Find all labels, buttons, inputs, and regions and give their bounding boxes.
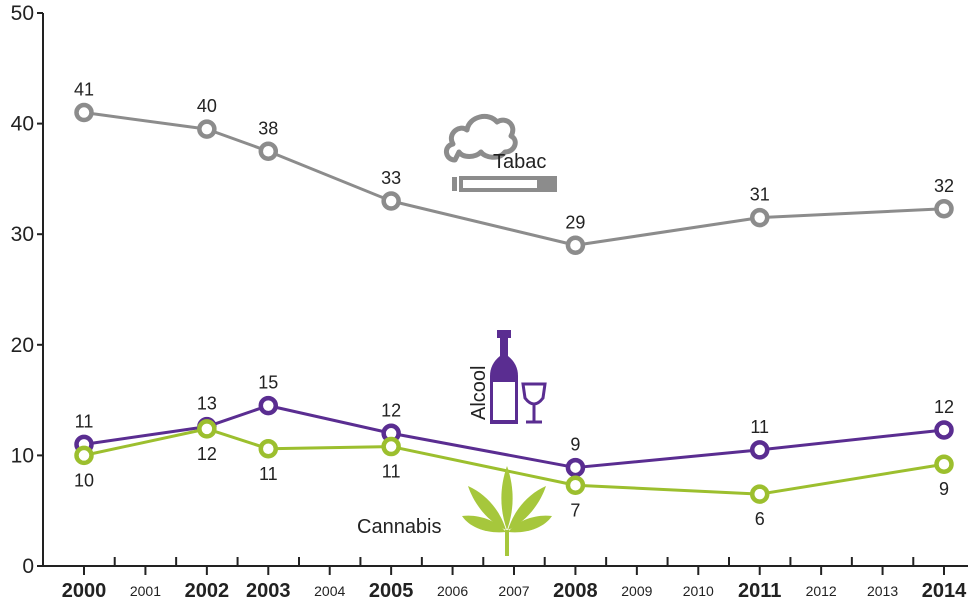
data-point-cannabis xyxy=(749,484,770,504)
data-label-tabac: 38 xyxy=(258,118,278,138)
axes: 0 10 20 30 40 50 2000 2001 2002 2003 2004 2005 2006 2… xyxy=(11,2,968,602)
cigarette-icon xyxy=(444,113,557,192)
data-labels: 41 40 38 33 29 31 32 11 13 15 12 9 11 12 10 12 11 11 7 6 9 xyxy=(74,80,954,530)
data-point-alcool xyxy=(934,420,954,440)
data-label-alcool: 12 xyxy=(381,400,401,420)
data-label-cannabis: 7 xyxy=(570,500,580,520)
data-label-alcool: 15 xyxy=(258,373,278,393)
data-point-alcool xyxy=(565,457,586,478)
x-tick-label: 2012 xyxy=(806,583,837,599)
data-label-alcool: 11 xyxy=(75,411,94,431)
data-point-cannabis xyxy=(258,439,279,459)
y-tick-label: 50 xyxy=(11,2,34,25)
x-tick-label: 2007 xyxy=(498,583,529,599)
data-point-tabac xyxy=(197,119,217,139)
data-point-tabac xyxy=(749,207,770,228)
x-tick-label: 2001 xyxy=(130,583,161,599)
x-tick-label: 2014 xyxy=(922,580,967,602)
data-label-alcool: 13 xyxy=(197,394,217,414)
x-tick-label: 2002 xyxy=(185,580,230,602)
data-point-tabac xyxy=(934,199,954,219)
y-tick-label: 10 xyxy=(11,444,34,467)
series-label-tabac: Tabac xyxy=(493,151,546,173)
data-label-cannabis: 12 xyxy=(197,444,217,464)
data-point-cannabis xyxy=(565,475,586,496)
data-label-cannabis: 11 xyxy=(259,464,278,484)
data-label-alcool: 12 xyxy=(934,397,954,417)
data-label-tabac: 33 xyxy=(381,168,401,188)
x-tick-label: 2004 xyxy=(314,583,345,599)
y-tick-label: 20 xyxy=(11,334,34,357)
wine-bottle-icon xyxy=(490,330,547,424)
data-point-cannabis xyxy=(197,419,217,439)
data-point-alcool xyxy=(258,395,279,416)
data-label-tabac: 41 xyxy=(74,80,94,100)
data-label-cannabis: 6 xyxy=(755,509,765,529)
x-tick-label: 2009 xyxy=(621,583,652,599)
series-label-alcool: Alcool xyxy=(468,366,490,420)
x-tick-label: 2010 xyxy=(683,583,714,599)
data-point-tabac xyxy=(381,191,401,211)
data-label-tabac: 29 xyxy=(565,212,585,232)
x-tick-label: 2013 xyxy=(867,583,898,599)
x-tick-label: 2005 xyxy=(369,580,414,602)
y-tick-label: 30 xyxy=(11,223,34,246)
x-tick-label: 2011 xyxy=(738,580,781,602)
data-label-cannabis: 10 xyxy=(74,470,94,490)
series-points xyxy=(74,102,954,504)
data-point-alcool xyxy=(749,440,770,460)
x-tick-label: 2000 xyxy=(62,580,107,602)
data-label-cannabis: 11 xyxy=(382,462,401,482)
x-tick-label: 2006 xyxy=(437,583,468,599)
data-point-cannabis xyxy=(934,454,954,474)
x-tick-label: 2008 xyxy=(553,580,598,602)
y-tick-label: 0 xyxy=(22,555,34,578)
series-label-cannabis: Cannabis xyxy=(357,516,442,538)
data-point-cannabis xyxy=(381,436,401,457)
data-label-tabac: 31 xyxy=(750,185,770,205)
x-tick-label: 2003 xyxy=(246,580,291,602)
data-label-tabac: 32 xyxy=(934,176,954,196)
data-label-tabac: 40 xyxy=(197,96,217,116)
data-point-tabac xyxy=(74,102,94,123)
data-label-cannabis: 9 xyxy=(939,479,949,499)
cannabis-leaf-icon xyxy=(462,466,552,556)
series-icons: Tabac Alcool Cannabis xyxy=(357,113,557,556)
data-label-alcool: 11 xyxy=(750,417,769,437)
y-tick-label: 40 xyxy=(11,113,34,136)
data-point-tabac xyxy=(565,235,586,256)
data-point-tabac xyxy=(258,141,279,161)
data-point-cannabis xyxy=(74,445,94,466)
data-label-alcool: 9 xyxy=(570,435,580,455)
